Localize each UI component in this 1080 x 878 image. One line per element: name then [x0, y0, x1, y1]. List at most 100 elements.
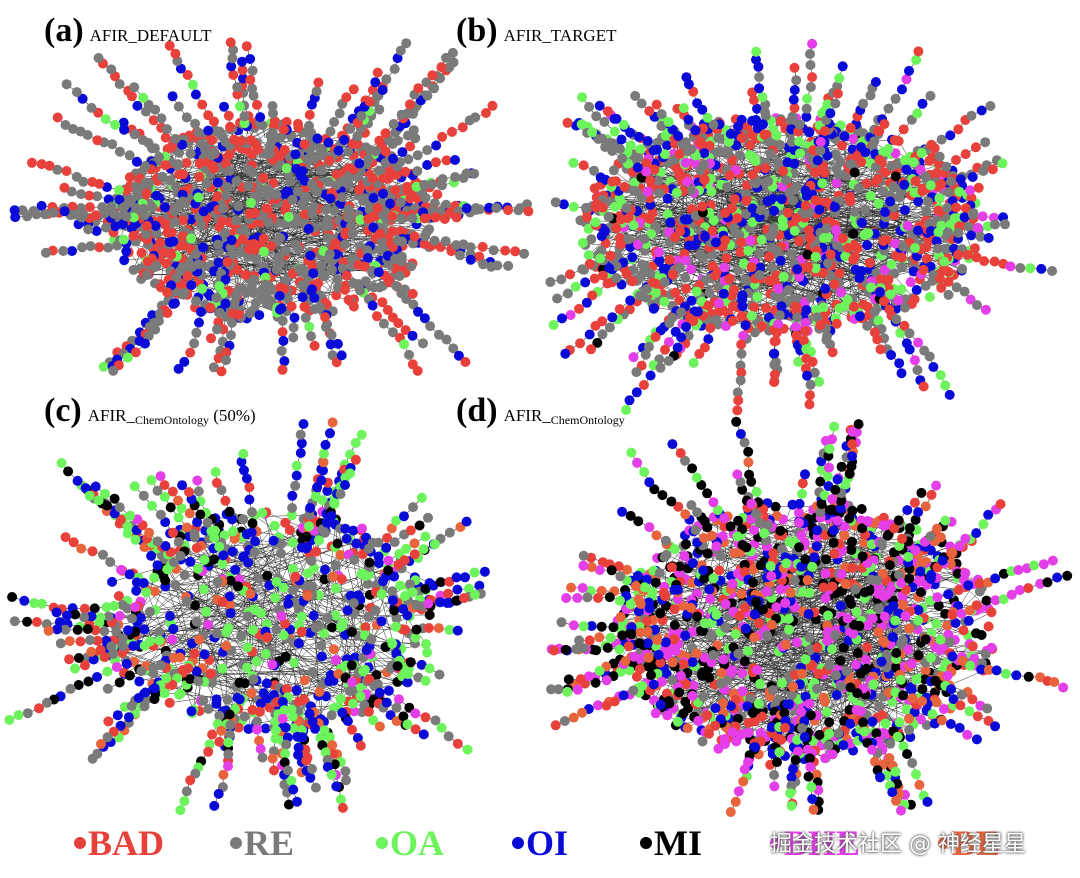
- node: [147, 310, 158, 321]
- node: [243, 181, 254, 192]
- node: [236, 246, 247, 257]
- node: [383, 274, 394, 285]
- node: [171, 272, 182, 283]
- node: [299, 139, 310, 150]
- node: [148, 115, 159, 126]
- node: [277, 315, 288, 326]
- node: [450, 155, 460, 165]
- node: [229, 134, 240, 145]
- node: [577, 237, 588, 248]
- node: [323, 221, 334, 231]
- node: [381, 74, 392, 85]
- node: [662, 209, 673, 220]
- node: [835, 157, 846, 167]
- node: [707, 261, 718, 272]
- node: [385, 198, 396, 209]
- node: [198, 206, 209, 217]
- node: [326, 264, 337, 275]
- method-name: AFIR_DEFAULT: [89, 26, 212, 45]
- node: [326, 330, 337, 340]
- node: [724, 170, 735, 181]
- node: [734, 150, 745, 161]
- node: [406, 261, 417, 272]
- node: [394, 271, 405, 281]
- node: [840, 251, 851, 262]
- node: [187, 79, 198, 90]
- node: [48, 207, 59, 218]
- node: [309, 292, 320, 303]
- node: [720, 321, 731, 332]
- node: [27, 157, 37, 168]
- node: [247, 83, 258, 94]
- node: [316, 260, 327, 271]
- node: [387, 327, 398, 338]
- node: [777, 214, 788, 225]
- node: [160, 132, 171, 143]
- node: [325, 126, 336, 137]
- node: [399, 284, 410, 295]
- node: [245, 308, 255, 319]
- node: [114, 185, 124, 196]
- node: [44, 160, 55, 171]
- node: [247, 65, 258, 76]
- node: [279, 124, 289, 135]
- node: [422, 90, 433, 101]
- node: [198, 242, 208, 253]
- node: [84, 202, 95, 213]
- node: [124, 150, 135, 161]
- node: [147, 202, 158, 213]
- node: [862, 240, 873, 251]
- node: [223, 110, 234, 121]
- node: [59, 182, 70, 193]
- node: [156, 113, 167, 124]
- node: [431, 140, 442, 151]
- node: [848, 228, 859, 239]
- node: [447, 126, 457, 137]
- node: [177, 231, 188, 242]
- node: [203, 110, 214, 121]
- node: [309, 340, 320, 351]
- node: [261, 203, 272, 214]
- node: [138, 92, 149, 103]
- node: [297, 292, 308, 303]
- node: [374, 282, 385, 293]
- node: [764, 251, 775, 262]
- node: [372, 203, 383, 213]
- node: [227, 308, 238, 319]
- node: [52, 164, 63, 175]
- node: [803, 261, 813, 272]
- node: [279, 356, 290, 367]
- node: [277, 327, 288, 337]
- node: [267, 101, 278, 111]
- node: [86, 102, 97, 113]
- node: [212, 177, 223, 188]
- node: [69, 209, 80, 220]
- node: [275, 233, 286, 243]
- node: [221, 355, 231, 366]
- node: [931, 236, 942, 247]
- node: [197, 99, 208, 110]
- node: [59, 206, 70, 217]
- node: [596, 245, 607, 256]
- node: [263, 217, 274, 228]
- node: [347, 228, 358, 239]
- network-graph-b: [545, 38, 1058, 416]
- node: [128, 212, 139, 223]
- node: [407, 213, 418, 224]
- node: [209, 163, 219, 174]
- node: [362, 245, 373, 256]
- node: [374, 135, 385, 146]
- node: [764, 275, 775, 286]
- node: [396, 256, 407, 267]
- node: [441, 334, 452, 345]
- node: [114, 194, 125, 205]
- node: [117, 219, 128, 229]
- node: [783, 285, 794, 295]
- edge: [236, 227, 382, 242]
- node: [228, 45, 239, 55]
- node: [58, 246, 69, 256]
- node: [71, 87, 82, 98]
- node: [523, 206, 534, 217]
- node: [100, 114, 111, 125]
- node: [211, 292, 222, 303]
